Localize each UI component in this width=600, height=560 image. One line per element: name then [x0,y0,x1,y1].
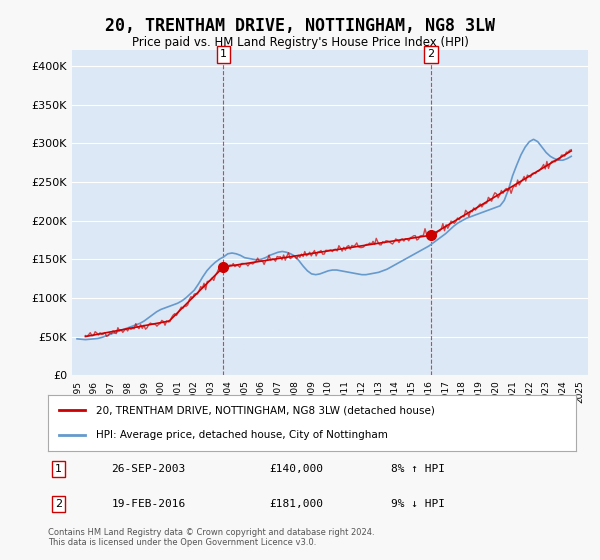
Text: HPI: Average price, detached house, City of Nottingham: HPI: Average price, detached house, City… [95,430,388,440]
Text: 2: 2 [55,499,62,509]
Text: 20, TRENTHAM DRIVE, NOTTINGHAM, NG8 3LW: 20, TRENTHAM DRIVE, NOTTINGHAM, NG8 3LW [105,17,495,35]
Text: £181,000: £181,000 [270,499,324,509]
Text: 20, TRENTHAM DRIVE, NOTTINGHAM, NG8 3LW (detached house): 20, TRENTHAM DRIVE, NOTTINGHAM, NG8 3LW … [95,405,434,416]
Text: 19-FEB-2016: 19-FEB-2016 [112,499,185,509]
Text: 26-SEP-2003: 26-SEP-2003 [112,464,185,474]
Text: 1: 1 [55,464,62,474]
Text: 9% ↓ HPI: 9% ↓ HPI [391,499,445,509]
Text: 2: 2 [427,49,434,59]
Text: This data is licensed under the Open Government Licence v3.0.: This data is licensed under the Open Gov… [48,538,316,547]
Text: Contains HM Land Registry data © Crown copyright and database right 2024.: Contains HM Land Registry data © Crown c… [48,528,374,536]
Text: 8% ↑ HPI: 8% ↑ HPI [391,464,445,474]
Text: 1: 1 [220,49,227,59]
Text: Price paid vs. HM Land Registry's House Price Index (HPI): Price paid vs. HM Land Registry's House … [131,36,469,49]
Text: £140,000: £140,000 [270,464,324,474]
